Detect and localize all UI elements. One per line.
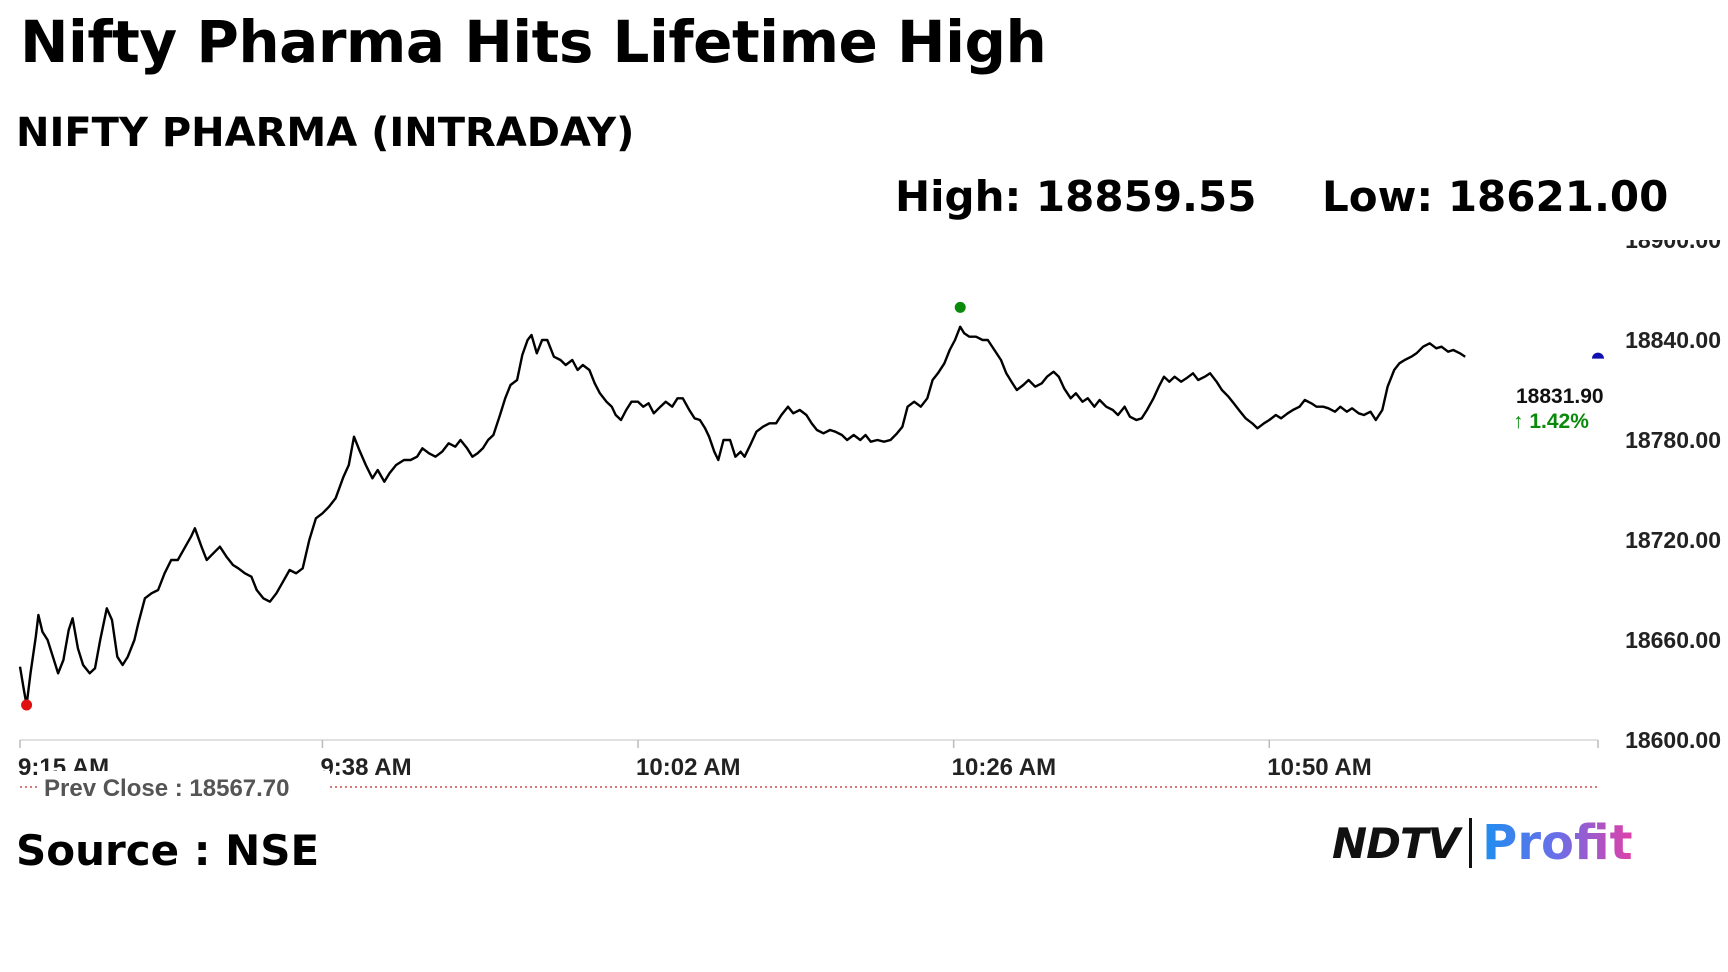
logo-divider [1469,818,1473,868]
x-tick-label: 10:50 AM [1267,754,1371,781]
high-marker [954,301,966,313]
x-axis-ticks: 9:15 AM 9:38 AM 10:02 AM 10:26 AM 10:50 AM [18,740,1599,781]
logo-profit-text: Profit [1482,815,1633,871]
chart-subtitle: NIFTY PHARMA (INTRADAY) [16,110,635,156]
y-tick-label: 18660.00 [1625,627,1721,653]
ndtv-profit-logo: NDTV Profit [1332,815,1633,871]
y-tick-label: 18600.00 [1625,727,1721,753]
last-price-label: 18831.90 [1516,385,1604,408]
y-tick-label: 18780.00 [1625,427,1721,453]
x-tick-label: 10:26 AM [952,754,1056,781]
last-price-marker [1592,352,1604,359]
prev-close-group: Prev Close : 18567.70 [20,771,1598,800]
y-tick-label: 18900.00 [1625,240,1721,253]
prev-close-label: Prev Close : 18567.70 [44,775,290,800]
high-stat: High: 18859.55 [895,172,1257,221]
x-tick-label: 10:02 AM [636,754,740,781]
y-tick-label: 18840.00 [1625,327,1721,353]
x-tick-label: 9:38 AM [320,754,411,781]
low-marker [21,699,33,711]
y-tick-label: 18720.00 [1625,527,1721,553]
intraday-line-chart: 18600.00 18660.00 18720.00 18780.00 18840.00… [18,240,1721,800]
low-stat: Low: 18621.00 [1322,172,1669,221]
change-percent-label: ↑ 1.42% [1513,410,1589,433]
headline: Nifty Pharma Hits Lifetime High [20,8,1047,76]
y-axis-labels: 18600.00 18660.00 18720.00 18780.00 18840.00… [1625,240,1721,753]
prev-close-label-bg [40,771,330,799]
source-label: Source : NSE [16,826,320,875]
logo-ndtv-text: NDTV [1332,818,1460,868]
price-series-line [18,325,1466,707]
